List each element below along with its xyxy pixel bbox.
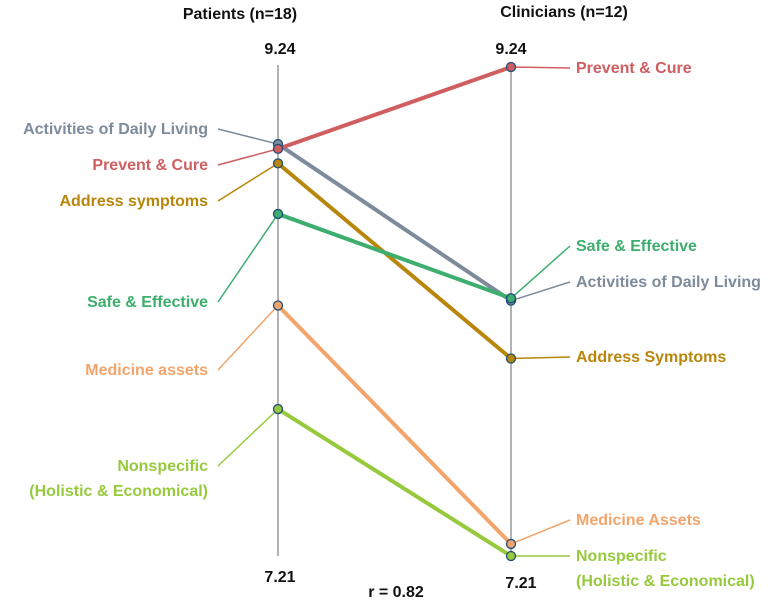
- left-point: [272, 158, 284, 169]
- left-point: [272, 208, 284, 220]
- left-connector: [217, 162, 279, 202]
- right-connector: [510, 356, 571, 360]
- left-series-label: Safe & Effective: [87, 294, 208, 311]
- right-series-label-line: Activities of Daily Living: [576, 274, 761, 291]
- left-point: [272, 300, 284, 311]
- left-series-label: Prevent & Cure: [92, 157, 208, 174]
- left-series-label-line: Prevent & Cure: [92, 157, 208, 174]
- left-connector: [217, 213, 279, 303]
- right-point: [505, 293, 517, 304]
- series-marks: Activities of Daily Living Activities of …: [23, 60, 761, 590]
- left-connector: [217, 408, 279, 467]
- left-connector: [217, 128, 279, 145]
- clinicians-bottom-value: 7.21: [505, 575, 536, 592]
- left-point: [272, 143, 284, 155]
- right-connector: [510, 245, 571, 299]
- left-series-label: Activities of Daily Living: [23, 121, 208, 138]
- slope-line: [276, 407, 513, 558]
- left-series-label-line: Safe & Effective: [87, 294, 208, 311]
- left-series-label-line: Nonspecific: [117, 458, 208, 475]
- right-series-label-line: (Holistic & Economical): [576, 573, 755, 590]
- left-series-label-line: Medicine assets: [85, 362, 208, 379]
- correlation-note: r = 0.82: [368, 584, 424, 600]
- left-connector: [217, 148, 279, 166]
- left-connector: [217, 304, 279, 371]
- slope-line: [276, 65, 513, 151]
- right-series-label: Nonspecific (Holistic & Economical): [576, 548, 755, 590]
- right-series-label-line: Safe & Effective: [576, 238, 697, 255]
- left-series-label: Address symptoms: [60, 193, 209, 210]
- right-series-label-line: Address Symptoms: [576, 349, 726, 366]
- right-connector: [510, 519, 571, 545]
- left-point: [272, 403, 284, 415]
- patients-top-value: 9.24: [264, 41, 295, 58]
- left-series-label: Nonspecific (Holistic & Economical): [29, 458, 208, 500]
- right-point: [505, 61, 517, 73]
- right-series-label-line: Medicine Assets: [576, 512, 701, 529]
- slope-line: [276, 161, 513, 361]
- patients-header: Patients (n=18): [183, 6, 297, 23]
- right-series-label: Medicine Assets: [576, 512, 701, 529]
- right-connector: [510, 281, 571, 302]
- slope-line: [276, 142, 513, 303]
- right-point: [505, 353, 517, 364]
- clinicians-header: Clinicians (n=12): [500, 4, 628, 21]
- right-point: [505, 538, 517, 550]
- slope-line: [276, 211, 513, 301]
- right-series-label: Prevent & Cure: [576, 60, 692, 77]
- clinicians-top-value: 9.24: [495, 41, 526, 58]
- right-series-label-line: Nonspecific: [576, 548, 667, 565]
- right-series-label: Safe & Effective: [576, 238, 697, 255]
- right-series-label-line: Prevent & Cure: [576, 60, 692, 77]
- right-point: [505, 550, 517, 562]
- right-series-label: Activities of Daily Living: [576, 274, 761, 291]
- left-series-label: Medicine assets: [85, 362, 208, 379]
- patients-bottom-value: 7.21: [264, 569, 295, 586]
- left-series-label-line: Address symptoms: [60, 193, 209, 210]
- slope-line: [276, 303, 513, 546]
- left-series-label-line: Activities of Daily Living: [23, 121, 208, 138]
- left-series-label-line: (Holistic & Economical): [29, 483, 208, 500]
- right-series-label: Address Symptoms: [576, 349, 726, 366]
- right-connector: [510, 66, 571, 69]
